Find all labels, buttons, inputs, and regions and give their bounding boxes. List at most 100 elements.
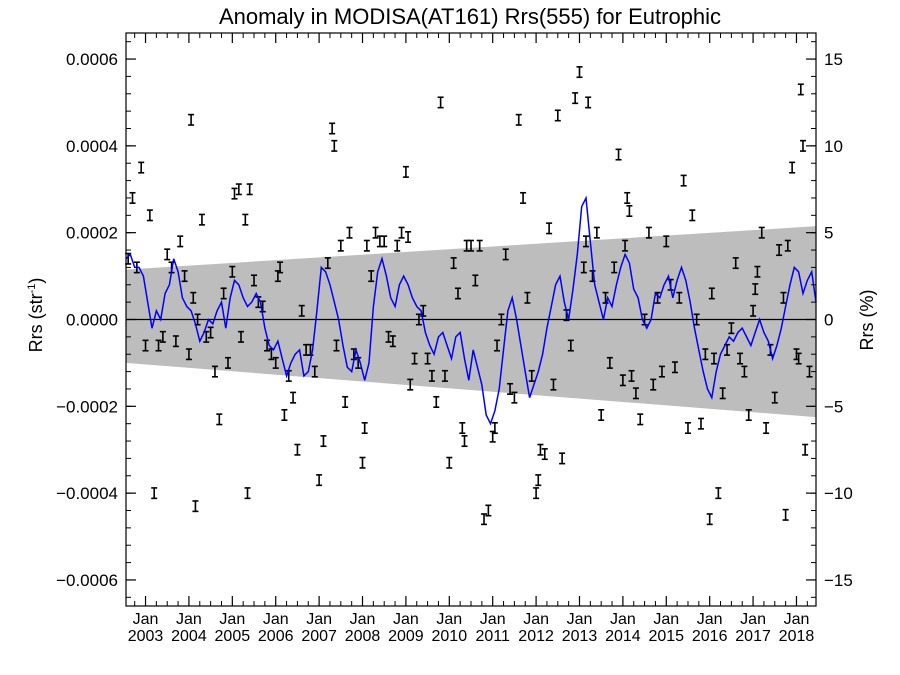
data-point	[776, 244, 783, 257]
data-point	[437, 96, 444, 109]
data-point	[485, 504, 492, 517]
data-point	[782, 508, 789, 521]
data-point	[238, 330, 244, 343]
data-point	[715, 487, 722, 500]
left-y-axis-title-sup: -1	[26, 284, 38, 294]
data-point	[441, 369, 448, 382]
data-point	[802, 443, 809, 456]
data-point	[511, 391, 518, 404]
data-point	[502, 248, 509, 261]
data-point	[498, 313, 505, 326]
data-point	[593, 226, 600, 239]
data-point	[207, 326, 214, 339]
data-point	[708, 287, 715, 300]
data-point	[331, 139, 338, 152]
data-point	[459, 422, 466, 435]
x-tick-year: 2013	[562, 628, 598, 645]
data-point	[264, 339, 271, 352]
data-point	[192, 500, 199, 513]
x-tick-year: 2007	[301, 628, 337, 645]
data-point	[626, 204, 633, 217]
x-tick-year: 2016	[692, 628, 728, 645]
data-point	[758, 226, 765, 239]
data-point	[541, 448, 548, 461]
right-y-axis: 15 10 5 0 −5 −10 −15	[806, 41, 853, 598]
data-point	[146, 209, 153, 222]
data-point	[405, 231, 412, 244]
data-point	[172, 335, 179, 348]
left-tick-label: 0.0004	[66, 137, 118, 156]
data-point	[159, 330, 166, 343]
data-point	[450, 257, 457, 270]
data-point	[389, 335, 396, 348]
x-tick-year: 2006	[258, 628, 294, 645]
x-tick-month: Jan	[610, 611, 636, 628]
left-y-axis-title-close: )	[26, 278, 46, 284]
data-point	[598, 408, 605, 422]
data-point	[211, 365, 218, 378]
data-point	[622, 239, 629, 252]
data-point	[559, 452, 566, 465]
data-point	[494, 339, 501, 352]
data-point	[381, 235, 388, 248]
x-tick-month: Jan	[176, 611, 202, 628]
data-point	[515, 113, 522, 126]
data-point	[461, 435, 468, 448]
data-point	[795, 352, 802, 365]
data-point	[728, 322, 735, 335]
data-point	[702, 348, 709, 361]
data-point	[771, 391, 778, 404]
x-tick-month: Jan	[306, 611, 332, 628]
data-point	[402, 165, 409, 178]
data-point	[711, 352, 718, 365]
data-point	[585, 96, 592, 109]
data-point	[680, 174, 687, 187]
right-y-axis-title: Rrs (%)	[857, 290, 877, 351]
data-point	[277, 261, 284, 274]
left-tick-label: −0.0006	[56, 571, 118, 590]
left-y-axis-title: Rrs (str-1)	[26, 278, 46, 353]
data-point	[619, 374, 626, 387]
data-point	[142, 339, 149, 352]
x-tick-year: 2004	[171, 628, 207, 645]
data-point	[372, 226, 379, 239]
left-tick-label: 0.0000	[66, 311, 118, 330]
x-tick-year: 2012	[518, 628, 554, 645]
data-point	[554, 109, 561, 122]
data-point	[155, 339, 162, 352]
data-point	[311, 365, 318, 378]
x-tick-month: Jan	[436, 611, 462, 628]
x-tick-month: Jan	[740, 611, 766, 628]
data-point	[190, 291, 197, 304]
data-point	[316, 474, 323, 487]
data-point	[359, 456, 366, 469]
data-point	[229, 265, 236, 278]
data-point	[507, 382, 514, 395]
x-tick-month: Jan	[350, 611, 376, 628]
data-point	[433, 395, 440, 408]
data-point	[220, 287, 227, 300]
x-tick-month: Jan	[653, 611, 679, 628]
data-point	[164, 248, 171, 261]
data-point	[185, 348, 192, 361]
data-point	[524, 291, 531, 304]
data-point	[689, 209, 696, 222]
data-point	[602, 291, 609, 304]
x-tick-year: 2015	[648, 628, 684, 645]
data-point	[385, 330, 392, 343]
data-point	[752, 283, 759, 296]
data-point	[650, 378, 657, 391]
x-tick-month: Jan	[523, 611, 549, 628]
data-point	[491, 422, 498, 435]
data-point	[533, 487, 540, 500]
data-point	[663, 235, 670, 248]
data-point	[637, 413, 644, 426]
data-point	[246, 183, 253, 196]
data-point	[671, 361, 678, 374]
data-point	[198, 213, 205, 226]
left-tick-label: 0.0006	[66, 50, 118, 69]
data-point	[806, 365, 813, 378]
data-point	[324, 257, 331, 270]
data-point	[628, 369, 635, 382]
